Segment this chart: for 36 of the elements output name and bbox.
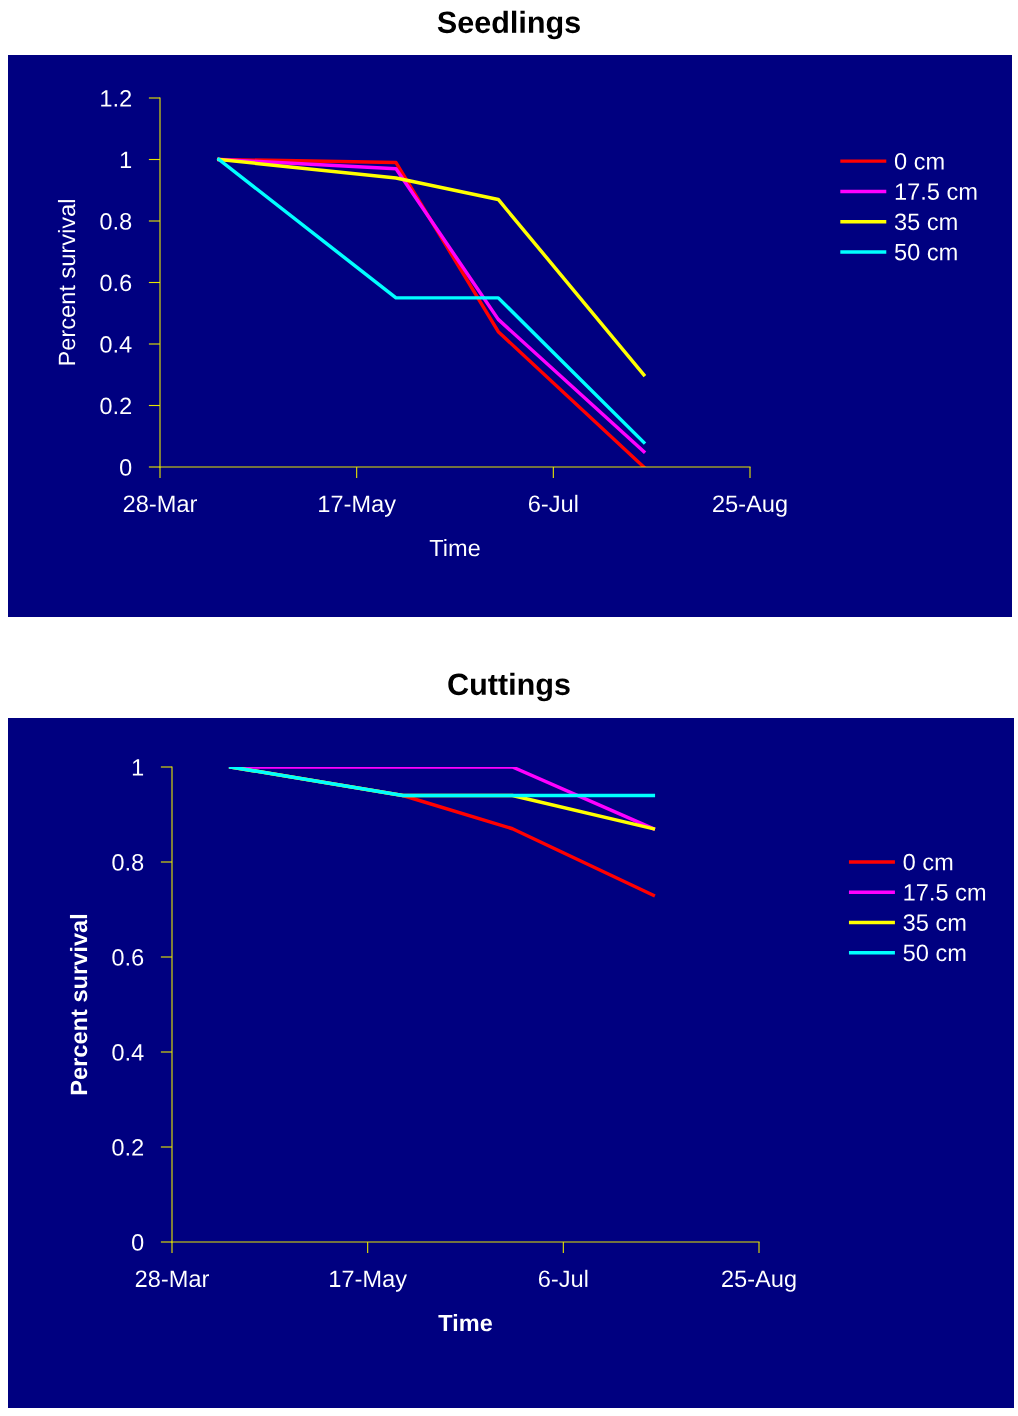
legend-label: 35 cm — [903, 914, 966, 931]
line-series — [217, 157, 646, 377]
x-tick-label: 6-Jul — [528, 494, 578, 513]
y-tick-label: 0.6 — [100, 274, 132, 292]
y-axis-title: Percent survival — [57, 200, 76, 365]
y-tick-label: 0 — [120, 459, 132, 476]
x-tick-label: 17-May — [330, 1270, 407, 1292]
y-axis-title: Percent survival — [69, 914, 88, 1095]
x-axis-title: Time — [438, 1314, 493, 1332]
legend-label: 17.5 cm — [904, 884, 986, 901]
y-tick-label: 0.6 — [112, 949, 144, 966]
legend-label: 0 cm — [894, 152, 944, 170]
x-tick-label: 28-Mar — [123, 495, 198, 513]
legend-label: 50 cm — [894, 243, 957, 261]
y-tick-label: 0.2 — [100, 397, 132, 415]
y-tick-label: 0 — [132, 1234, 144, 1251]
x-tick-label: 25-Aug — [722, 1270, 796, 1292]
x-tick-label: 17-May — [319, 495, 396, 517]
y-tick-label: 0.2 — [112, 1139, 144, 1156]
y-tick-label: 1 — [132, 759, 144, 776]
x-tick-label: 28-Mar — [135, 1270, 210, 1288]
y-tick-label: 0.4 — [100, 336, 132, 353]
x-axis-title: Time — [429, 539, 480, 557]
x-tick-label: 25-Aug — [713, 495, 787, 517]
chart-title: Cuttings — [448, 672, 570, 702]
legend-label: 50 cm — [903, 944, 966, 962]
legend-label: 17.5 cm — [895, 183, 977, 200]
legend-label: 0 cm — [903, 853, 953, 871]
y-tick-label: 0.4 — [112, 1044, 144, 1061]
chart-title: Seedlings — [437, 10, 580, 40]
y-tick-label: 0.8 — [112, 854, 144, 871]
legend-label: 35 cm — [894, 213, 957, 231]
y-tick-label: 1.2 — [101, 90, 132, 107]
y-tick-label: 1 — [120, 151, 132, 169]
y-tick-label: 0.8 — [100, 213, 132, 230]
x-tick-label: 6-Jul — [538, 1269, 588, 1288]
